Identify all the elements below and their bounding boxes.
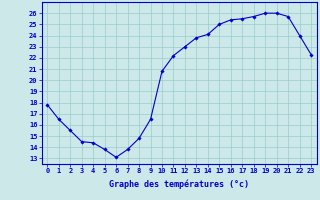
X-axis label: Graphe des températures (°c): Graphe des températures (°c): [109, 180, 249, 189]
